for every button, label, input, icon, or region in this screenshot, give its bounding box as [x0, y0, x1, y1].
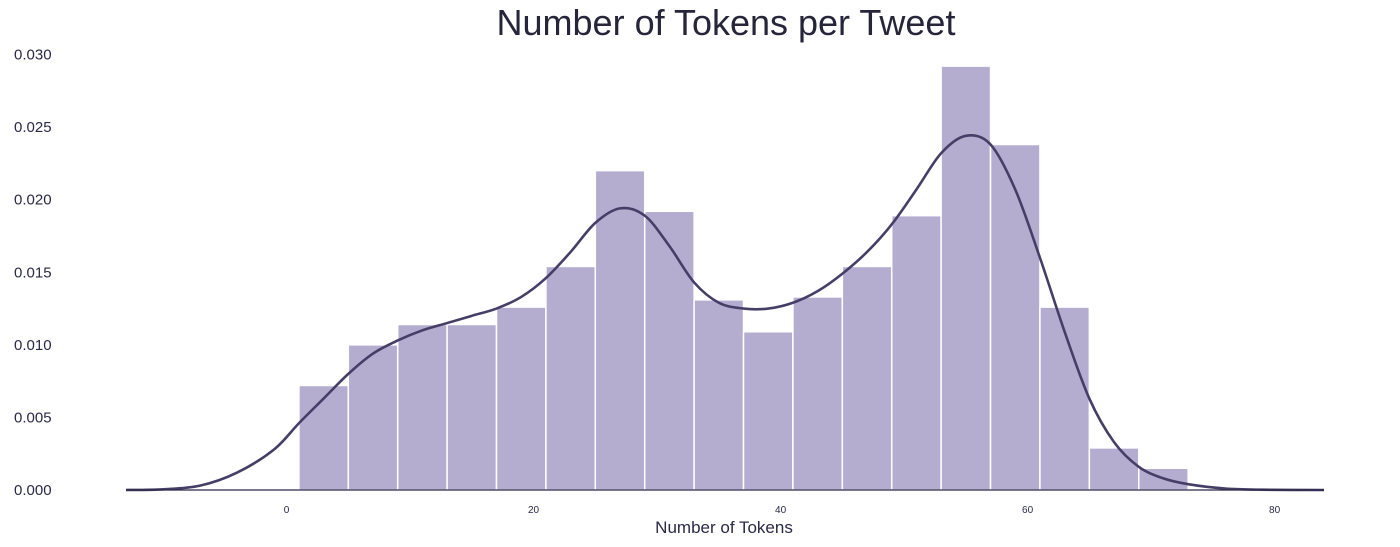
y-tick-label: 0.025 [14, 119, 52, 136]
y-tick-label: 0.010 [14, 337, 52, 354]
y-tick-label: 0.015 [14, 264, 52, 281]
histogram-bar [298, 384, 350, 491]
histogram-bar [446, 323, 498, 491]
x-tick-label: 0 [284, 505, 290, 516]
histogram-bar [594, 169, 646, 491]
histogram-bar [545, 265, 597, 491]
y-tick-label: 0.020 [14, 192, 52, 209]
histogram-bar [792, 296, 844, 491]
histogram-bar [742, 331, 794, 491]
histogram-bars [298, 65, 1189, 491]
histogram-bar [989, 143, 1041, 491]
y-tick-label: 0.030 [14, 47, 52, 64]
y-axis-ticks: 0.000 0.005 0.010 0.015 0.020 0.025 0.030 [14, 47, 52, 499]
histogram-bar [495, 306, 547, 491]
x-tick-label: 20 [528, 505, 540, 516]
histogram-bar [1088, 447, 1140, 491]
y-tick-label: 0.005 [14, 409, 52, 426]
x-axis-label: Number of Tokens [655, 518, 793, 537]
histogram-bar [693, 299, 745, 491]
x-tick-label: 80 [1269, 505, 1281, 516]
histogram-bar [643, 210, 695, 491]
histogram-bar [940, 65, 992, 491]
histogram-bar [890, 214, 942, 491]
histogram-bar [841, 265, 893, 491]
y-tick-label: 0.000 [14, 482, 52, 499]
chart-title: Number of Tokens per Tweet [497, 2, 956, 43]
kde-curve [125, 133, 1325, 492]
x-tick-label: 40 [775, 505, 787, 516]
histogram-bar [347, 344, 399, 491]
x-tick-label: 60 [1022, 505, 1034, 516]
x-axis-ticks: 0 20 40 60 80 [284, 505, 1281, 516]
histogram-bar [396, 323, 448, 491]
histogram-bar [1039, 306, 1091, 491]
